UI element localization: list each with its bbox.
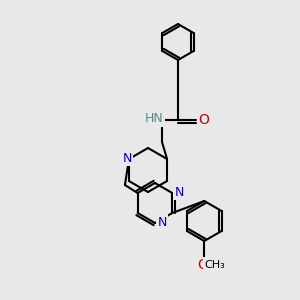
Text: O: O <box>197 258 208 272</box>
Text: N: N <box>122 152 132 164</box>
Text: O: O <box>199 113 209 127</box>
Text: HN: HN <box>145 112 164 125</box>
Text: N: N <box>175 185 184 199</box>
Text: CH₃: CH₃ <box>204 260 225 270</box>
Text: N: N <box>157 215 167 229</box>
